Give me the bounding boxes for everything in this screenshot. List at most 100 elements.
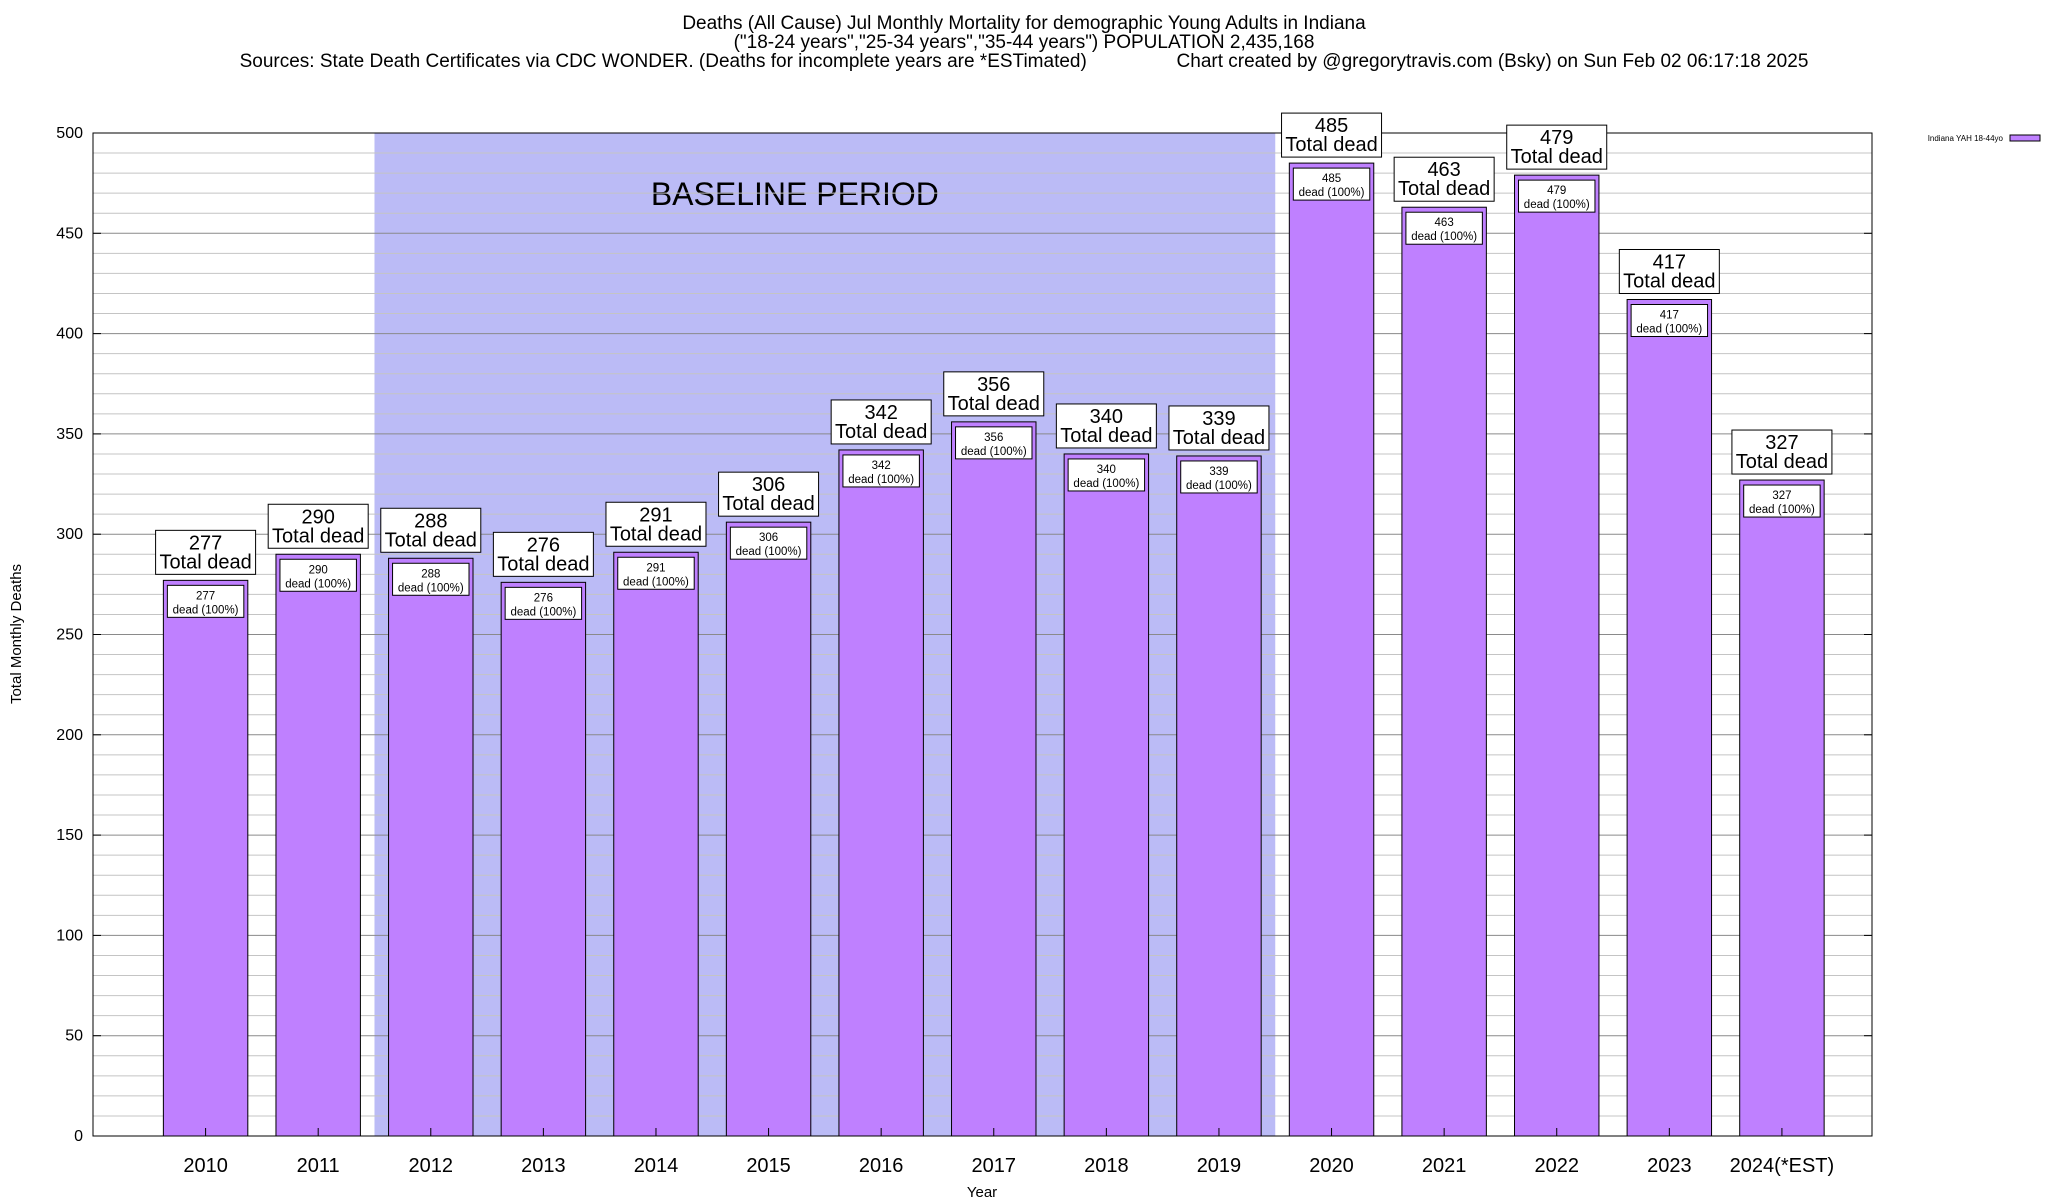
legend-swatch [2009, 134, 2041, 142]
inner-label-text: dead (100%) [848, 474, 914, 486]
total-label-text: Total dead [835, 421, 927, 443]
inner-label-box [617, 556, 695, 590]
inner-label-value: 306 [759, 532, 778, 544]
y-tick-label: 50 [65, 1028, 83, 1045]
inner-label-box [504, 586, 583, 620]
x-tick-label: 2017 [972, 1155, 1017, 1177]
inner-label-text: dead (100%) [1299, 187, 1365, 199]
y-tick-label: 150 [56, 827, 83, 844]
inner-label-value: 276 [534, 592, 553, 604]
total-label-text: Total dead [1173, 427, 1265, 449]
total-label-box [1055, 403, 1157, 449]
total-label-value: 288 [414, 510, 447, 532]
bar-2011 [275, 553, 361, 1137]
bar-2014 [613, 551, 699, 1137]
total-label-value: 339 [1202, 408, 1235, 430]
x-tick-label: 2015 [746, 1155, 791, 1177]
total-label-text: Total dead [497, 553, 589, 575]
total-label-text: Total dead [722, 493, 814, 515]
total-label-text: Total dead [1398, 178, 1490, 200]
total-label-value: 290 [302, 506, 335, 528]
total-label-box [830, 399, 932, 445]
total-label-text: Total dead [1060, 425, 1152, 447]
inner-label-value: 327 [1772, 490, 1791, 502]
total-label-text: Total dead [1285, 134, 1377, 156]
total-label-text: Total dead [1623, 270, 1715, 292]
inner-label-text: dead (100%) [1636, 323, 1702, 335]
inner-label-box [1067, 458, 1146, 492]
total-label-value: 479 [1540, 127, 1573, 149]
inner-label-value: 291 [646, 562, 665, 574]
inner-label-text: dead (100%) [398, 582, 464, 594]
inner-label-text: dead (100%) [510, 606, 576, 618]
total-label-box [943, 371, 1045, 417]
inner-label-box [1292, 167, 1371, 201]
inner-label-box [1180, 460, 1258, 494]
total-label-box [1168, 405, 1270, 451]
bar-2013 [500, 581, 587, 1137]
x-tick-label: 2016 [859, 1155, 904, 1177]
bar-2022 [1514, 174, 1600, 1137]
inner-label-value: 356 [984, 432, 1003, 444]
baseline-period-label: BASELINE PERIOD [651, 176, 939, 212]
inner-label-text: dead (100%) [1186, 480, 1252, 492]
total-label-box [1281, 112, 1383, 158]
x-tick-label: 2018 [1084, 1155, 1129, 1177]
total-label-box [605, 501, 707, 547]
x-tick-label: 2020 [1309, 1155, 1354, 1177]
inner-label-box [392, 562, 470, 596]
bar-2019 [1176, 455, 1262, 1137]
axes: 0 50 100 150 200 250 300 350 400 450 500 2010 2011 20… [8, 125, 1873, 1200]
inner-label-box [1630, 303, 1709, 337]
inner-label-value: 485 [1322, 173, 1341, 185]
chart-title-line-1: Deaths (All Cause) Jul Monthly Mortality… [682, 13, 1366, 34]
inner-label-text: dead (100%) [736, 546, 802, 558]
total-label-box [718, 471, 820, 517]
total-label-text: Total dead [272, 525, 364, 547]
total-label-box [1731, 429, 1833, 475]
bar-2016 [838, 449, 924, 1137]
inner-label-text: dead (100%) [961, 446, 1027, 458]
total-label-value: 417 [1653, 251, 1686, 273]
bars [162, 162, 1825, 1137]
bar-2012 [388, 557, 474, 1137]
inner-label-value: 339 [1209, 466, 1228, 478]
legend: Indiana YAH 18-44yo [1928, 134, 2041, 143]
x-tick-label: 2021 [1422, 1155, 1467, 1177]
legend-label: Indiana YAH 18-44yo [1928, 134, 2004, 143]
x-tick-label: 2014 [634, 1155, 679, 1177]
x-tick-label: 2010 [183, 1155, 228, 1177]
bar-2010 [162, 579, 249, 1137]
y-tick-label: 350 [56, 426, 83, 443]
y-axis-title: Total Monthly Deaths [8, 564, 25, 704]
total-label-box [1506, 124, 1608, 170]
inner-label-text: dead (100%) [285, 578, 351, 590]
inner-label-box [1743, 484, 1821, 518]
y-tick-label: 0 [74, 1128, 83, 1145]
total-label-box [1393, 156, 1495, 202]
inner-label-value: 342 [872, 460, 891, 472]
total-label-value: 276 [527, 534, 560, 556]
total-label-value: 327 [1765, 432, 1798, 454]
x-tick-label: 2012 [409, 1155, 454, 1177]
inner-label-text: dead (100%) [1073, 478, 1139, 490]
inner-label-value: 288 [421, 568, 440, 580]
bar-2021 [1401, 206, 1487, 1137]
x-tick-label: 2022 [1534, 1155, 1579, 1177]
inner-label-box [1518, 179, 1596, 213]
x-tick-label: 2023 [1647, 1155, 1692, 1177]
total-label-box [1618, 248, 1720, 294]
inner-label-value: 417 [1660, 309, 1679, 321]
y-tick-label: 500 [56, 125, 83, 142]
y-tick-label: 300 [56, 526, 83, 543]
total-label-value: 463 [1427, 159, 1460, 181]
total-label-value: 340 [1090, 406, 1123, 428]
inner-label-box [955, 426, 1033, 460]
bar-2023 [1626, 298, 1713, 1137]
total-label-box [492, 531, 594, 577]
inner-label-value: 463 [1435, 217, 1454, 229]
total-label-text: Total dead [159, 551, 251, 573]
x-tick-label: 2019 [1197, 1155, 1242, 1177]
